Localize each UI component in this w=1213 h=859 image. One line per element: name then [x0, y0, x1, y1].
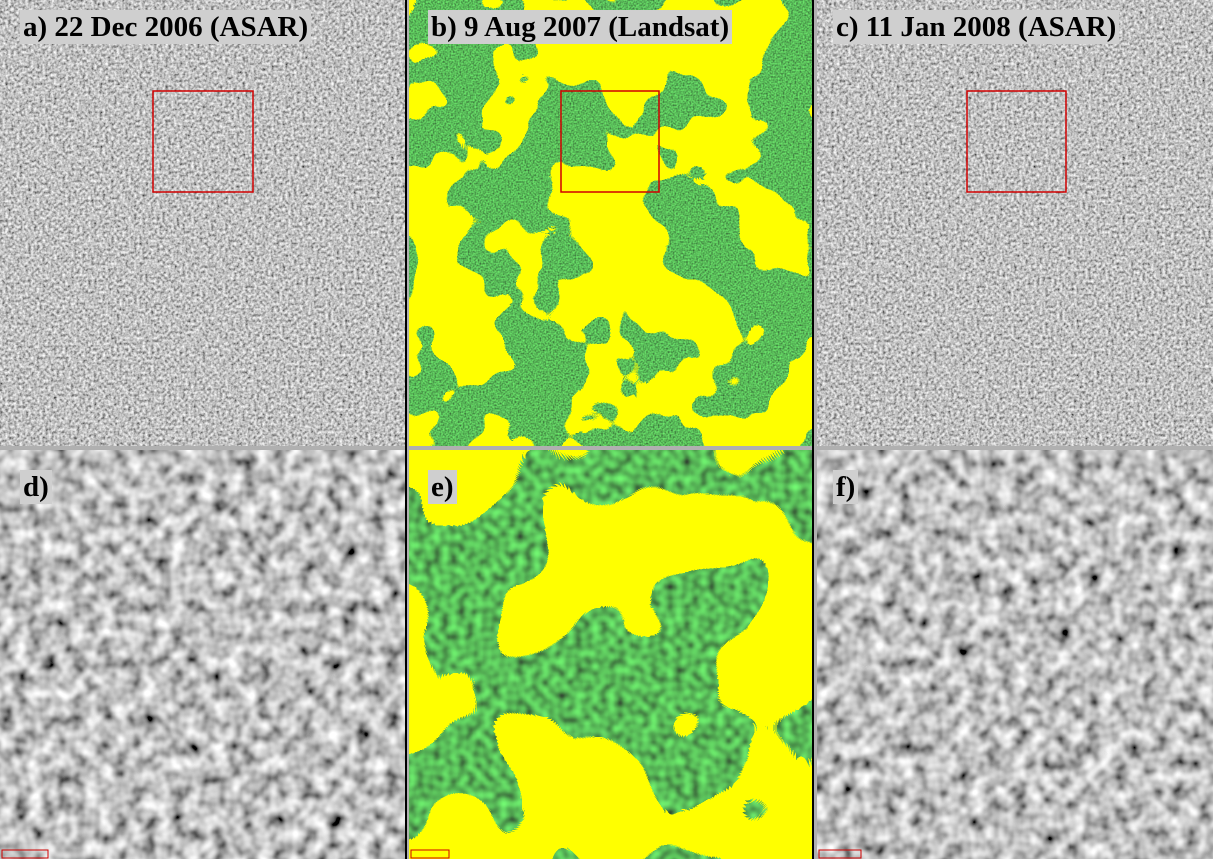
- panel-label: c) 11 Jan 2008 (ASAR): [833, 10, 1119, 44]
- image-a: [0, 0, 405, 446]
- image-e: [409, 450, 813, 859]
- figure: a) 22 Dec 2006 (ASAR) b) 9 Aug 2007 (Lan…: [0, 0, 1213, 859]
- image-c: [817, 0, 1213, 446]
- image-f: [817, 450, 1213, 859]
- panel-label: a) 22 Dec 2006 (ASAR): [20, 10, 311, 44]
- panel-label: d): [20, 470, 52, 504]
- panel-label: e): [428, 470, 457, 504]
- panels: [0, 0, 1213, 859]
- panel-label: f): [833, 470, 858, 504]
- image-b: [409, 0, 813, 446]
- image-d: [0, 450, 405, 859]
- panel-label: b) 9 Aug 2007 (Landsat): [428, 10, 732, 44]
